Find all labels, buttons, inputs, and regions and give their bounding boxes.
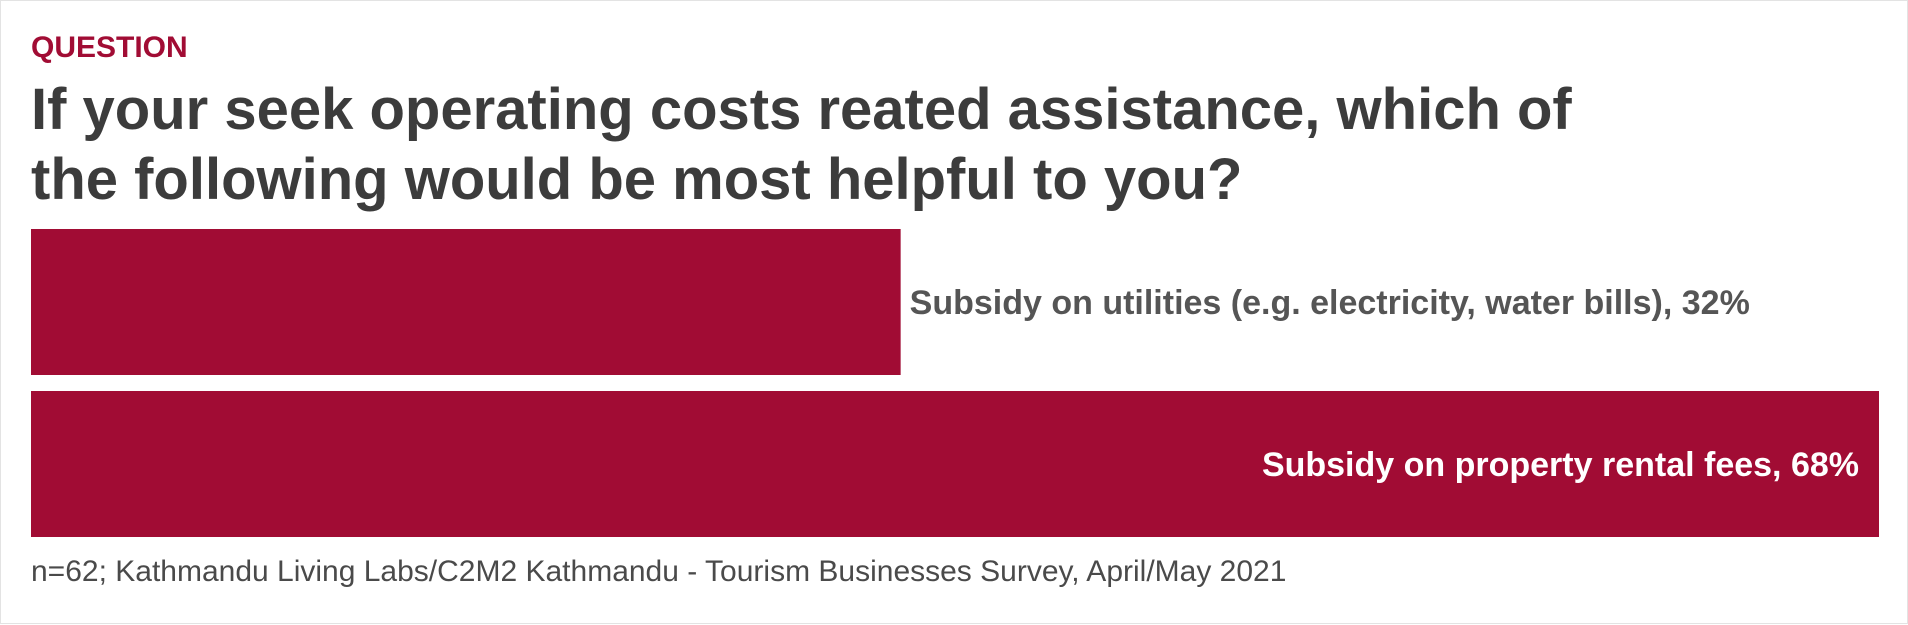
- source-note: n=62; Kathmandu Living Labs/C2M2 Kathman…: [31, 555, 1287, 588]
- bar-label-1: Subsidy on utilities (e.g. electricity, …: [910, 284, 1750, 322]
- chart-title: If your seek operating costs reated assi…: [31, 77, 1572, 212]
- question-eyebrow: QUESTION: [31, 31, 188, 64]
- bar-2: [31, 391, 1879, 537]
- bar-1: [31, 229, 901, 375]
- bar-label-2: Subsidy on property rental fees, 68%: [1262, 446, 1859, 484]
